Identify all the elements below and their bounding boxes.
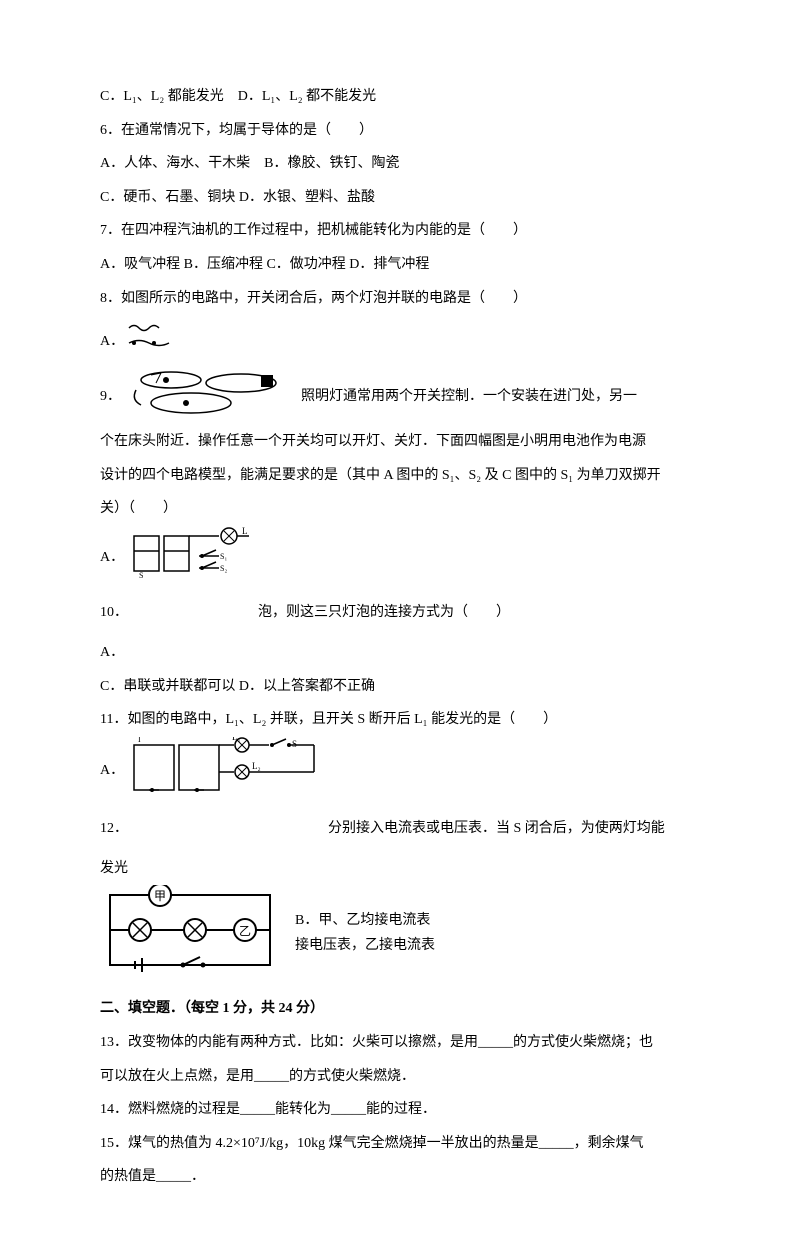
- q9-text1: 照明灯通常用两个开关控制．一个安装在进门处，另一: [301, 385, 637, 405]
- svg-text:甲: 甲: [154, 889, 166, 903]
- q12-circuit-diagram: 甲 乙: [100, 885, 280, 980]
- q10-text: 泡，则这三只灯泡的连接方式为（ ）: [258, 601, 510, 621]
- q9-circuit-a: L S₁ S₂ S: [124, 526, 254, 586]
- q8-stem: 8．如图所示的电路中，开关闭合后，两个灯泡并联的电路是（ ）: [100, 282, 700, 316]
- q12-text: 分别接入电流表或电压表．当 S 闭合后，为使两灯均能: [328, 817, 665, 837]
- q12-hidden-diagram: [128, 814, 328, 839]
- q12-diagram-row: 甲 乙 B．甲、乙均接电流表 接电压表: [100, 885, 700, 980]
- q5-options-cd: C．L₁、L₂ 都能发光 D．L₁、L₂ 都不能发光: [100, 80, 700, 114]
- q10-label: 10．: [100, 601, 128, 621]
- q9-label: 9．: [100, 385, 121, 405]
- q8-circuit-diagram: [124, 318, 174, 363]
- q13-line1: 13．改变物体的内能有两种方式．比如：火柴可以擦燃，是用_____的方式使火柴燃…: [100, 1026, 700, 1060]
- q11-a-label: A．: [100, 759, 124, 779]
- q10-row: 10． 泡，则这三只灯泡的连接方式为（ ）: [100, 586, 700, 636]
- q12-row: 12． 分别接入电流表或电压表．当 S 闭合后，为使两灯均能: [100, 802, 700, 852]
- q6-stem: 6．在通常情况下，均属于导体的是（ ）: [100, 114, 700, 148]
- svg-text:乙: 乙: [239, 924, 251, 938]
- q11-stem: 11．如图的电路中，L₁、L₂ 并联，且开关 S 断开后 L₁ 能发光的是（ ）: [100, 703, 700, 737]
- q12-right-options: B．甲、乙均接电流表 接电压表，乙接电流表: [295, 908, 435, 958]
- svg-text:L: L: [242, 526, 248, 536]
- svg-text:L₁: L₁: [232, 737, 241, 742]
- q12-b: B．甲、乙均接电流表: [295, 908, 435, 933]
- q13-line2: 可以放在火上点燃，是用_____的方式使火柴燃烧．: [100, 1060, 700, 1094]
- q9-a-label: A．: [100, 546, 124, 566]
- svg-text:S₂: S₂: [220, 564, 227, 573]
- q12-label: 12．: [100, 817, 128, 837]
- q15-line2: 的热值是_____．: [100, 1160, 700, 1194]
- spacer: [100, 980, 700, 992]
- q14: 14．燃料燃烧的过程是_____能转化为_____能的过程．: [100, 1093, 700, 1127]
- q9-row1: 9． 照明灯通常用两个开关控制．一个安装在进门处，另一: [100, 365, 700, 425]
- q8-a-label: A．: [100, 330, 124, 350]
- q11-circuit-a: L₁ S L₂ I: [124, 737, 324, 802]
- q9-line4: 关）（ ）: [100, 492, 700, 526]
- svg-text:L₂: L₂: [252, 761, 261, 771]
- q7-options: A．吸气冲程 B．压缩冲程 C．做功冲程 D．排气冲程: [100, 248, 700, 282]
- q12-d: 接电压表，乙接电流表: [295, 933, 435, 958]
- q8-q9-row: A．: [100, 315, 700, 365]
- q10-cd: C．串联或并联都可以 D．以上答案都不正确: [100, 670, 700, 704]
- page-container: C．L₁、L₂ 都能发光 D．L₁、L₂ 都不能发光 6．在通常情况下，均属于导…: [0, 0, 800, 1254]
- q9-line2: 个在床头附近．操作任意一个开关均可以开灯、关灯．下面四幅图是小明用电池作为电源: [100, 425, 700, 459]
- svg-text:S: S: [292, 739, 297, 749]
- svg-text:S₁: S₁: [220, 552, 227, 561]
- q10-hidden-diagram: [128, 598, 258, 623]
- q11-options-row: A． L₁ S L₂: [100, 737, 700, 802]
- q6-options-cd: C．硬币、石墨、铜块 D．水银、塑料、盐酸: [100, 181, 700, 215]
- q9-intro-diagram: [121, 365, 301, 425]
- q6-options-ab: A．人体、海水、干木柴 B．橡胶、铁钉、陶瓷: [100, 147, 700, 181]
- svg-text:S: S: [139, 571, 143, 580]
- q9-line3: 设计的四个电路模型，能满足要求的是（其中 A 图中的 S₁、S₂ 及 C 图中的…: [100, 459, 700, 493]
- q12-line2: 发光: [100, 852, 700, 886]
- q9-options-row: A． L S₁ S₂ S: [100, 526, 700, 586]
- q10-a: A．: [100, 636, 700, 670]
- q7-stem: 7．在四冲程汽油机的工作过程中，把机械能转化为内能的是（ ）: [100, 214, 700, 248]
- section-2-title: 二、填空题．（每空 1 分，共 24 分）: [100, 992, 700, 1026]
- svg-text:I: I: [138, 737, 141, 744]
